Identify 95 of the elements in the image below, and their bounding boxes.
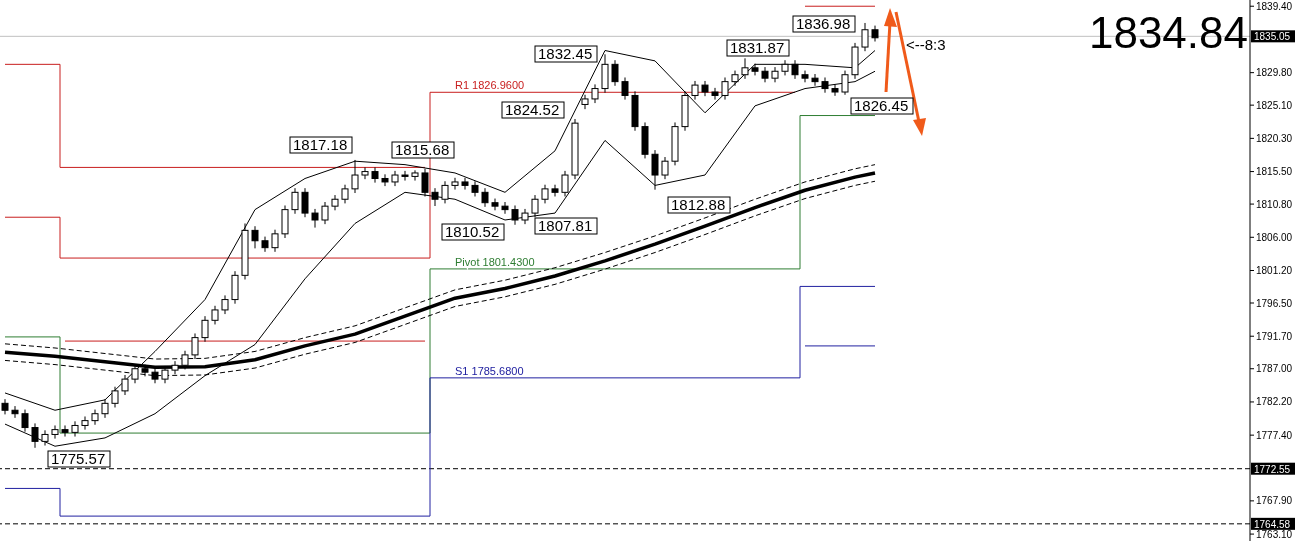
candlestick bbox=[461, 177, 469, 191]
annotation: Pivot 1801.4300 bbox=[455, 255, 535, 268]
candlestick bbox=[61, 424, 69, 438]
candlestick bbox=[651, 149, 659, 191]
candlestick bbox=[491, 198, 499, 211]
candlestick bbox=[331, 194, 339, 211]
candlestick bbox=[551, 184, 559, 197]
annotation: S1 1785.6800 bbox=[455, 364, 524, 377]
candlestick bbox=[271, 229, 279, 253]
ref-line-label: 1772.55 bbox=[1254, 463, 1291, 475]
candlestick bbox=[621, 76, 629, 101]
annotation: 1826.45 bbox=[854, 97, 909, 114]
candlestick bbox=[811, 73, 819, 87]
y-tick-label: 1820.30 bbox=[1256, 132, 1293, 144]
candlestick bbox=[831, 83, 839, 97]
candlestick bbox=[211, 305, 219, 325]
y-tick-label: 1810.80 bbox=[1256, 198, 1293, 210]
y-tick-label: 1839.40 bbox=[1256, 0, 1293, 12]
y-tick-label: 1796.50 bbox=[1256, 297, 1293, 309]
y-tick-label: 1815.50 bbox=[1256, 166, 1293, 178]
candlestick bbox=[481, 187, 489, 208]
candlestick bbox=[311, 208, 319, 229]
y-tick-label: 1825.10 bbox=[1256, 99, 1293, 111]
candlestick bbox=[861, 22, 869, 52]
candlestick bbox=[541, 184, 549, 204]
annotation: 1817.18 bbox=[293, 136, 348, 153]
y-tick-label: 1829.80 bbox=[1256, 67, 1293, 79]
candlestick bbox=[821, 76, 829, 94]
candlestick bbox=[11, 405, 19, 419]
y-tick-label: 1782.20 bbox=[1256, 396, 1293, 408]
candlestick bbox=[1, 398, 9, 415]
text: <--8:3 bbox=[906, 36, 946, 53]
candlestick bbox=[401, 170, 409, 182]
candlestick bbox=[791, 59, 799, 80]
candlestick bbox=[691, 80, 699, 101]
candlestick bbox=[781, 59, 789, 76]
candlestick bbox=[661, 156, 669, 180]
candlestick bbox=[431, 187, 439, 207]
candlestick bbox=[251, 225, 259, 249]
candlestick bbox=[361, 166, 369, 180]
ref-line-label: 1835.05 bbox=[1254, 31, 1291, 43]
candlestick bbox=[111, 386, 119, 408]
ref-line-label: 1764.58 bbox=[1254, 518, 1291, 530]
candlestick bbox=[761, 66, 769, 83]
candlestick bbox=[731, 70, 739, 87]
annotation: 1775.57 bbox=[51, 450, 106, 467]
candlestick bbox=[751, 63, 759, 76]
candlestick bbox=[721, 76, 729, 101]
candlestick bbox=[441, 180, 449, 204]
candlestick bbox=[81, 415, 89, 431]
candlestick bbox=[581, 94, 589, 110]
candlestick bbox=[121, 374, 129, 396]
candlestick bbox=[301, 187, 309, 218]
candlestick bbox=[381, 173, 389, 187]
candlestick bbox=[21, 409, 29, 433]
candlestick bbox=[351, 159, 359, 194]
candlestick bbox=[801, 70, 809, 83]
candlestick bbox=[421, 168, 429, 197]
y-tick-label: 1763.10 bbox=[1256, 528, 1293, 540]
annotation: 1815.68 bbox=[395, 141, 450, 158]
candlestick bbox=[771, 66, 779, 83]
candlestick bbox=[451, 177, 459, 191]
annotation: 1831.87 bbox=[730, 39, 785, 56]
annotation: R1 1826.9600 bbox=[455, 79, 525, 92]
annotation: 1810.52 bbox=[445, 223, 500, 240]
y-tick-label: 1801.20 bbox=[1256, 265, 1293, 277]
text: 1834.84 bbox=[1088, 8, 1248, 57]
y-tick-label: 1777.40 bbox=[1256, 429, 1293, 441]
candlestick bbox=[411, 169, 419, 182]
candlestick bbox=[471, 180, 479, 197]
y-tick-label: 1806.00 bbox=[1256, 231, 1293, 243]
candlestick bbox=[591, 83, 599, 104]
candlestick bbox=[51, 424, 59, 440]
candlestick bbox=[611, 59, 619, 87]
y-tick-label: 1767.90 bbox=[1256, 495, 1293, 507]
candlestick bbox=[71, 420, 79, 438]
candlestick bbox=[321, 201, 329, 225]
candlestick bbox=[221, 294, 229, 315]
annotation: 1807.81 bbox=[538, 217, 593, 234]
candlestick bbox=[371, 166, 379, 184]
candlestick bbox=[341, 184, 349, 204]
annotation: 1812.88 bbox=[671, 196, 726, 213]
candlestick bbox=[561, 170, 569, 197]
annotation: 1832.45 bbox=[538, 45, 593, 62]
candlestick bbox=[91, 409, 99, 426]
annotation: 1824.52 bbox=[505, 101, 560, 118]
candlestick bbox=[511, 204, 519, 226]
annotation: 1836.98 bbox=[796, 15, 851, 32]
candlestick bbox=[261, 236, 269, 253]
candlestick bbox=[201, 315, 209, 343]
candlestick bbox=[291, 187, 299, 215]
candlestick bbox=[501, 201, 509, 215]
candlestick bbox=[711, 87, 719, 101]
y-tick-label: 1787.00 bbox=[1256, 363, 1293, 375]
y-tick-label: 1791.70 bbox=[1256, 330, 1293, 342]
